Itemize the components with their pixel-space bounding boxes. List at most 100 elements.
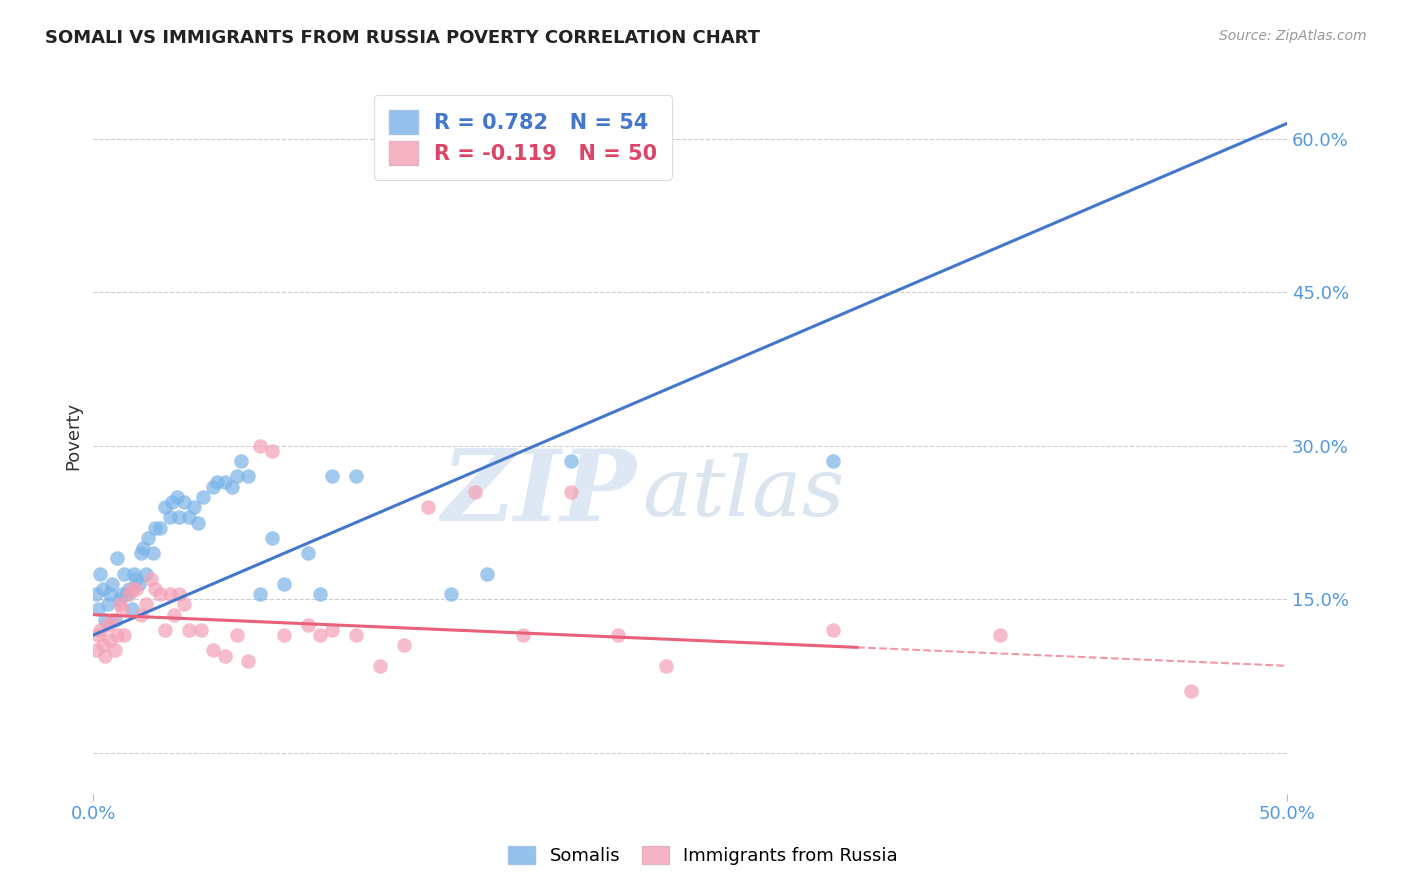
- Point: [249, 587, 271, 601]
- Point: [214, 648, 236, 663]
- Point: [159, 510, 181, 524]
- Point: [823, 454, 845, 468]
- Point: [321, 469, 343, 483]
- Point: [94, 613, 117, 627]
- Point: [344, 628, 367, 642]
- Point: [368, 658, 391, 673]
- Point: [990, 628, 1012, 642]
- Point: [115, 587, 138, 601]
- Point: [249, 439, 271, 453]
- Point: [94, 648, 117, 663]
- Text: atlas: atlas: [643, 453, 845, 533]
- Point: [477, 566, 499, 581]
- Point: [440, 587, 463, 601]
- Point: [173, 495, 195, 509]
- Point: [153, 500, 176, 515]
- Point: [297, 546, 319, 560]
- Point: [167, 510, 190, 524]
- Point: [238, 654, 260, 668]
- Text: Source: ZipAtlas.com: Source: ZipAtlas.com: [1219, 29, 1367, 43]
- Point: [344, 469, 367, 483]
- Point: [607, 628, 630, 642]
- Point: [84, 587, 107, 601]
- Point: [207, 475, 229, 489]
- Point: [111, 602, 134, 616]
- Point: [91, 582, 114, 596]
- Point: [108, 592, 131, 607]
- Point: [201, 643, 224, 657]
- Point: [187, 516, 209, 530]
- Point: [101, 613, 124, 627]
- Point: [273, 577, 295, 591]
- Point: [135, 566, 157, 581]
- Legend: R = 0.782   N = 54, R = -0.119   N = 50: R = 0.782 N = 54, R = -0.119 N = 50: [374, 95, 672, 179]
- Point: [91, 638, 114, 652]
- Point: [142, 546, 165, 560]
- Point: [128, 577, 150, 591]
- Point: [560, 454, 582, 468]
- Point: [159, 587, 181, 601]
- Point: [177, 623, 200, 637]
- Point: [125, 572, 148, 586]
- Point: [112, 628, 135, 642]
- Point: [231, 454, 253, 468]
- Point: [98, 633, 121, 648]
- Point: [108, 598, 131, 612]
- Point: [163, 607, 186, 622]
- Point: [101, 577, 124, 591]
- Legend: Somalis, Immigrants from Russia: Somalis, Immigrants from Russia: [499, 837, 907, 874]
- Point: [177, 510, 200, 524]
- Point: [191, 490, 214, 504]
- Point: [262, 443, 284, 458]
- Point: [145, 521, 167, 535]
- Point: [166, 490, 188, 504]
- Point: [125, 582, 148, 596]
- Point: [273, 628, 295, 642]
- Point: [145, 582, 167, 596]
- Point: [98, 587, 121, 601]
- Point: [112, 566, 135, 581]
- Point: [84, 643, 107, 657]
- Point: [416, 500, 439, 515]
- Point: [221, 480, 243, 494]
- Y-axis label: Poverty: Poverty: [65, 401, 82, 469]
- Point: [238, 469, 260, 483]
- Point: [173, 598, 195, 612]
- Point: [823, 623, 845, 637]
- Point: [321, 623, 343, 637]
- Point: [121, 582, 143, 596]
- Point: [104, 643, 127, 657]
- Point: [87, 602, 110, 616]
- Point: [105, 551, 128, 566]
- Point: [129, 546, 152, 560]
- Point: [560, 484, 582, 499]
- Point: [655, 658, 678, 673]
- Point: [111, 587, 134, 601]
- Point: [121, 602, 143, 616]
- Point: [89, 566, 111, 581]
- Point: [132, 541, 155, 555]
- Point: [190, 623, 212, 637]
- Point: [149, 521, 172, 535]
- Point: [118, 587, 141, 601]
- Point: [201, 480, 224, 494]
- Point: [149, 587, 172, 601]
- Point: [464, 484, 486, 499]
- Point: [136, 531, 159, 545]
- Point: [392, 638, 415, 652]
- Point: [105, 628, 128, 642]
- Point: [104, 613, 127, 627]
- Text: SOMALI VS IMMIGRANTS FROM RUSSIA POVERTY CORRELATION CHART: SOMALI VS IMMIGRANTS FROM RUSSIA POVERTY…: [45, 29, 761, 47]
- Point: [183, 500, 205, 515]
- Point: [309, 587, 332, 601]
- Point: [167, 587, 190, 601]
- Point: [118, 582, 141, 596]
- Point: [153, 623, 176, 637]
- Point: [1180, 684, 1202, 698]
- Point: [262, 531, 284, 545]
- Point: [225, 628, 247, 642]
- Point: [135, 598, 157, 612]
- Point: [512, 628, 534, 642]
- Point: [214, 475, 236, 489]
- Point: [139, 572, 162, 586]
